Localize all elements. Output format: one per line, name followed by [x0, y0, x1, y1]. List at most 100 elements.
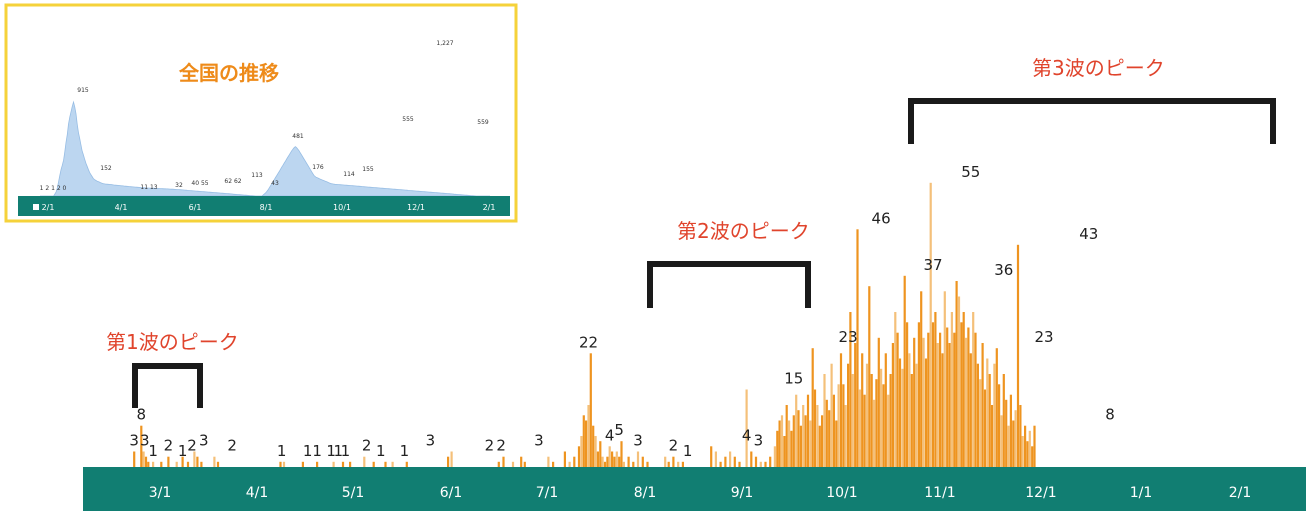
x-tick-label: 4/1 [246, 485, 269, 501]
bar [993, 363, 996, 467]
bar [875, 379, 878, 467]
bar [783, 436, 786, 467]
value-label: 55 [961, 163, 980, 181]
bar [147, 461, 150, 467]
value-label: 1 [178, 442, 188, 460]
bar [882, 384, 885, 467]
value-label: 1 [376, 442, 386, 460]
bar [391, 461, 394, 467]
wave1-bracket [132, 363, 203, 408]
bar [898, 358, 902, 467]
bar [891, 343, 894, 467]
bar [764, 461, 767, 467]
inset-value-label: 113 [251, 172, 263, 179]
bar [568, 461, 571, 467]
bar [804, 415, 807, 467]
bar [906, 322, 909, 467]
inset-x-tick-label: 8/1 [260, 203, 273, 212]
wave2-bracket [647, 261, 811, 308]
bar [931, 322, 935, 467]
bar [681, 461, 684, 467]
bar [851, 374, 854, 467]
bar [714, 451, 717, 467]
inset-value-label: 559 [477, 119, 489, 126]
bar [1033, 425, 1036, 467]
bar [196, 456, 199, 467]
inset-value-label: 481 [292, 133, 304, 140]
value-label: 8 [1105, 406, 1115, 424]
bar [1002, 374, 1005, 467]
x-tick-label: 5/1 [342, 485, 365, 501]
value-label: 37 [923, 256, 942, 274]
bar [216, 461, 220, 467]
bar [865, 363, 869, 467]
bar [450, 451, 453, 467]
bar [995, 348, 998, 467]
bar [816, 405, 819, 467]
bar [589, 353, 592, 467]
bar [372, 461, 375, 467]
value-label: 2 [362, 437, 372, 455]
bar [729, 451, 732, 467]
bar [363, 456, 366, 467]
bar [301, 461, 304, 467]
bar [903, 275, 906, 467]
bar [587, 405, 590, 467]
inset-area [40, 100, 490, 197]
bar [823, 374, 826, 467]
bar [957, 296, 961, 467]
value-label: 2 [187, 437, 197, 455]
bar [279, 461, 282, 467]
bar [547, 456, 550, 467]
value-label: 15 [784, 370, 803, 388]
x-tick-label: 9/1 [731, 485, 754, 501]
bar [868, 286, 871, 467]
value-label: 2 [669, 437, 679, 455]
x-tick-label: 12/1 [1025, 485, 1056, 501]
main-axis-band [83, 467, 1306, 511]
bar [773, 446, 776, 467]
bar [140, 425, 143, 467]
bar [915, 363, 918, 467]
bar [811, 348, 814, 467]
value-label: 1 [326, 442, 336, 460]
x-tick-label: 7/1 [536, 485, 559, 501]
bar [677, 461, 680, 467]
bar [797, 410, 800, 467]
bar [608, 446, 611, 467]
bar [981, 343, 984, 467]
bar [200, 461, 203, 467]
bar [592, 425, 595, 467]
value-label: 3 [129, 432, 139, 450]
bar [615, 451, 618, 467]
bar [795, 394, 798, 467]
inset-value-label: 43 [271, 180, 279, 187]
bar [929, 182, 932, 468]
bar [603, 461, 607, 467]
value-label: 3 [199, 432, 209, 450]
bar [724, 456, 727, 467]
bar [144, 456, 148, 467]
bar [632, 461, 635, 467]
inset-x-tick-label: 10/1 [333, 203, 351, 212]
bar [858, 389, 861, 467]
bar [936, 343, 939, 467]
bar [861, 353, 864, 467]
bar [622, 461, 625, 467]
bar [613, 456, 616, 467]
bar [349, 461, 352, 467]
bar [1021, 436, 1024, 467]
bar [193, 451, 196, 467]
bar [988, 374, 991, 467]
bar [405, 461, 408, 467]
inset-value-label: 1 2 1 2 0 [40, 185, 67, 192]
value-label: 4 [742, 426, 752, 444]
bar [627, 456, 630, 467]
value-label: 1 [683, 442, 693, 460]
bar [917, 322, 920, 467]
bar [710, 446, 713, 467]
bar [1026, 441, 1029, 467]
bar [941, 353, 944, 467]
